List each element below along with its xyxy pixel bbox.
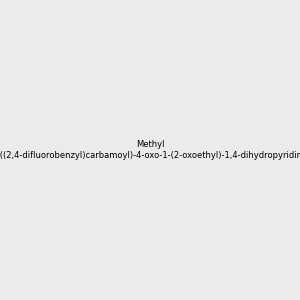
Text: Methyl 3-(benzyloxy)-5-((2,4-difluorobenzyl)carbamoyl)-4-oxo-1-(2-oxoethyl)-1,4-: Methyl 3-(benzyloxy)-5-((2,4-difluoroben… xyxy=(0,140,300,160)
